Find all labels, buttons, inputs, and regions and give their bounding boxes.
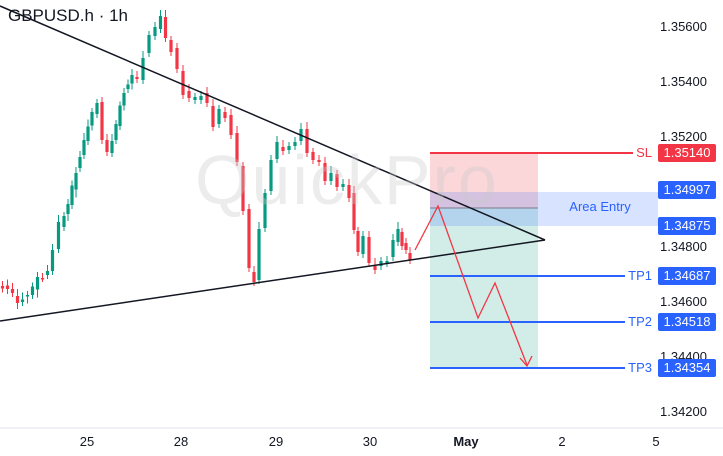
- price-tick: 1.35400: [660, 74, 707, 89]
- price-tick: 1.35600: [660, 19, 707, 34]
- tp1-price-badge: 1.34687: [658, 267, 716, 285]
- price-tick: 1.34800: [660, 239, 707, 254]
- sl-price-badge: 1.35140: [658, 144, 716, 162]
- price-tick: 1.34600: [660, 294, 707, 309]
- watermark: QuickPro: [195, 141, 499, 219]
- lower-trendline[interactable]: [0, 239, 546, 322]
- entry-high-price-badge: 1.34997: [658, 181, 716, 199]
- projection-arrowhead-icon: [519, 355, 533, 368]
- date-tick: 5: [652, 434, 660, 449]
- date-tick: 25: [79, 434, 95, 449]
- date-tick: 2: [558, 434, 566, 449]
- tp3-price-badge: 1.34354: [658, 359, 716, 377]
- date-tick: May: [453, 434, 479, 449]
- projection-path: [414, 204, 528, 366]
- tp2-label: TP2: [628, 314, 652, 329]
- sl-label: SL: [636, 145, 652, 160]
- take-profit-zone: [430, 208, 538, 368]
- price-tick: 1.35200: [660, 129, 707, 144]
- candlestick-series: [0, 10, 412, 309]
- area-entry-zone: [430, 192, 658, 226]
- area-entry-label: Area Entry: [569, 199, 631, 214]
- date-tick: 28: [173, 434, 189, 449]
- date-tick: 29: [268, 434, 284, 449]
- date-tick: 30: [362, 434, 378, 449]
- entry-low-price-badge: 1.34875: [658, 217, 716, 235]
- tp2-price-badge: 1.34518: [658, 313, 716, 331]
- tp1-label: TP1: [628, 268, 652, 283]
- price-tick: 1.34200: [660, 404, 707, 419]
- tp3-label: TP3: [628, 360, 652, 375]
- upper-trendline[interactable]: [0, 5, 546, 241]
- symbol-title[interactable]: GBPUSD.h · 1h: [8, 6, 128, 25]
